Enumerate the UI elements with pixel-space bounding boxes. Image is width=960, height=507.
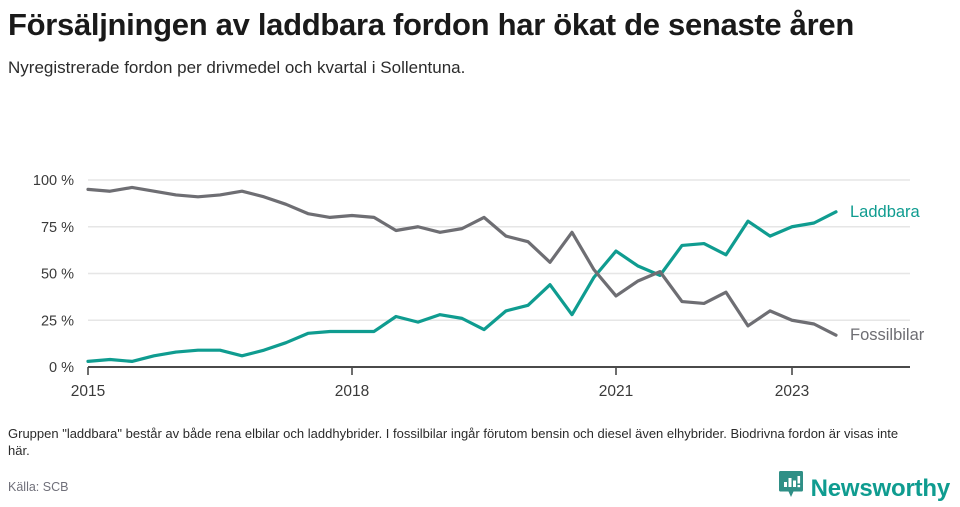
series-line-fossilbilar [86, 185, 838, 337]
bar-chart-pin-icon [778, 470, 804, 507]
x-axis-tick-label: 2021 [599, 383, 633, 400]
page-title: Försäljningen av laddbara fordon har öka… [8, 7, 854, 42]
y-axis-tick-label: 0 % [49, 360, 74, 376]
y-axis-tick-label: 75 % [41, 220, 74, 236]
series-label-fossilbilar: Fossilbilar [850, 326, 925, 344]
series-label-laddbara: Laddbara [850, 203, 921, 221]
x-axis-tick-label: 2023 [775, 383, 809, 400]
x-axis-tick-label: 2015 [71, 383, 105, 400]
chart-canvas: 0 % 25 % 50 % 75 % 100 % 2015 2018 2021 2023 Ladd… [33, 173, 925, 400]
page-subtitle: Nyregistrerade fordon per drivmedel och … [8, 57, 466, 77]
chart-footnote: Gruppen "laddbara" består av både rena e… [8, 426, 899, 459]
y-axis-tick-label: 50 % [41, 267, 74, 283]
y-axis-tick-label: 25 % [41, 313, 74, 329]
x-axis-tick-label: 2018 [335, 383, 369, 400]
newsworthy-brand: Newsworthy [778, 470, 950, 507]
source-label: Källa: SCB [8, 480, 69, 494]
line-chart: 0 % 25 % 50 % 75 % 100 % 2015 2018 2021 2023 Ladd… [0, 150, 960, 400]
brand-name: Newsworthy [810, 474, 951, 502]
y-axis-tick-label: 100 % [33, 173, 74, 189]
series-line-laddbara [86, 210, 838, 363]
